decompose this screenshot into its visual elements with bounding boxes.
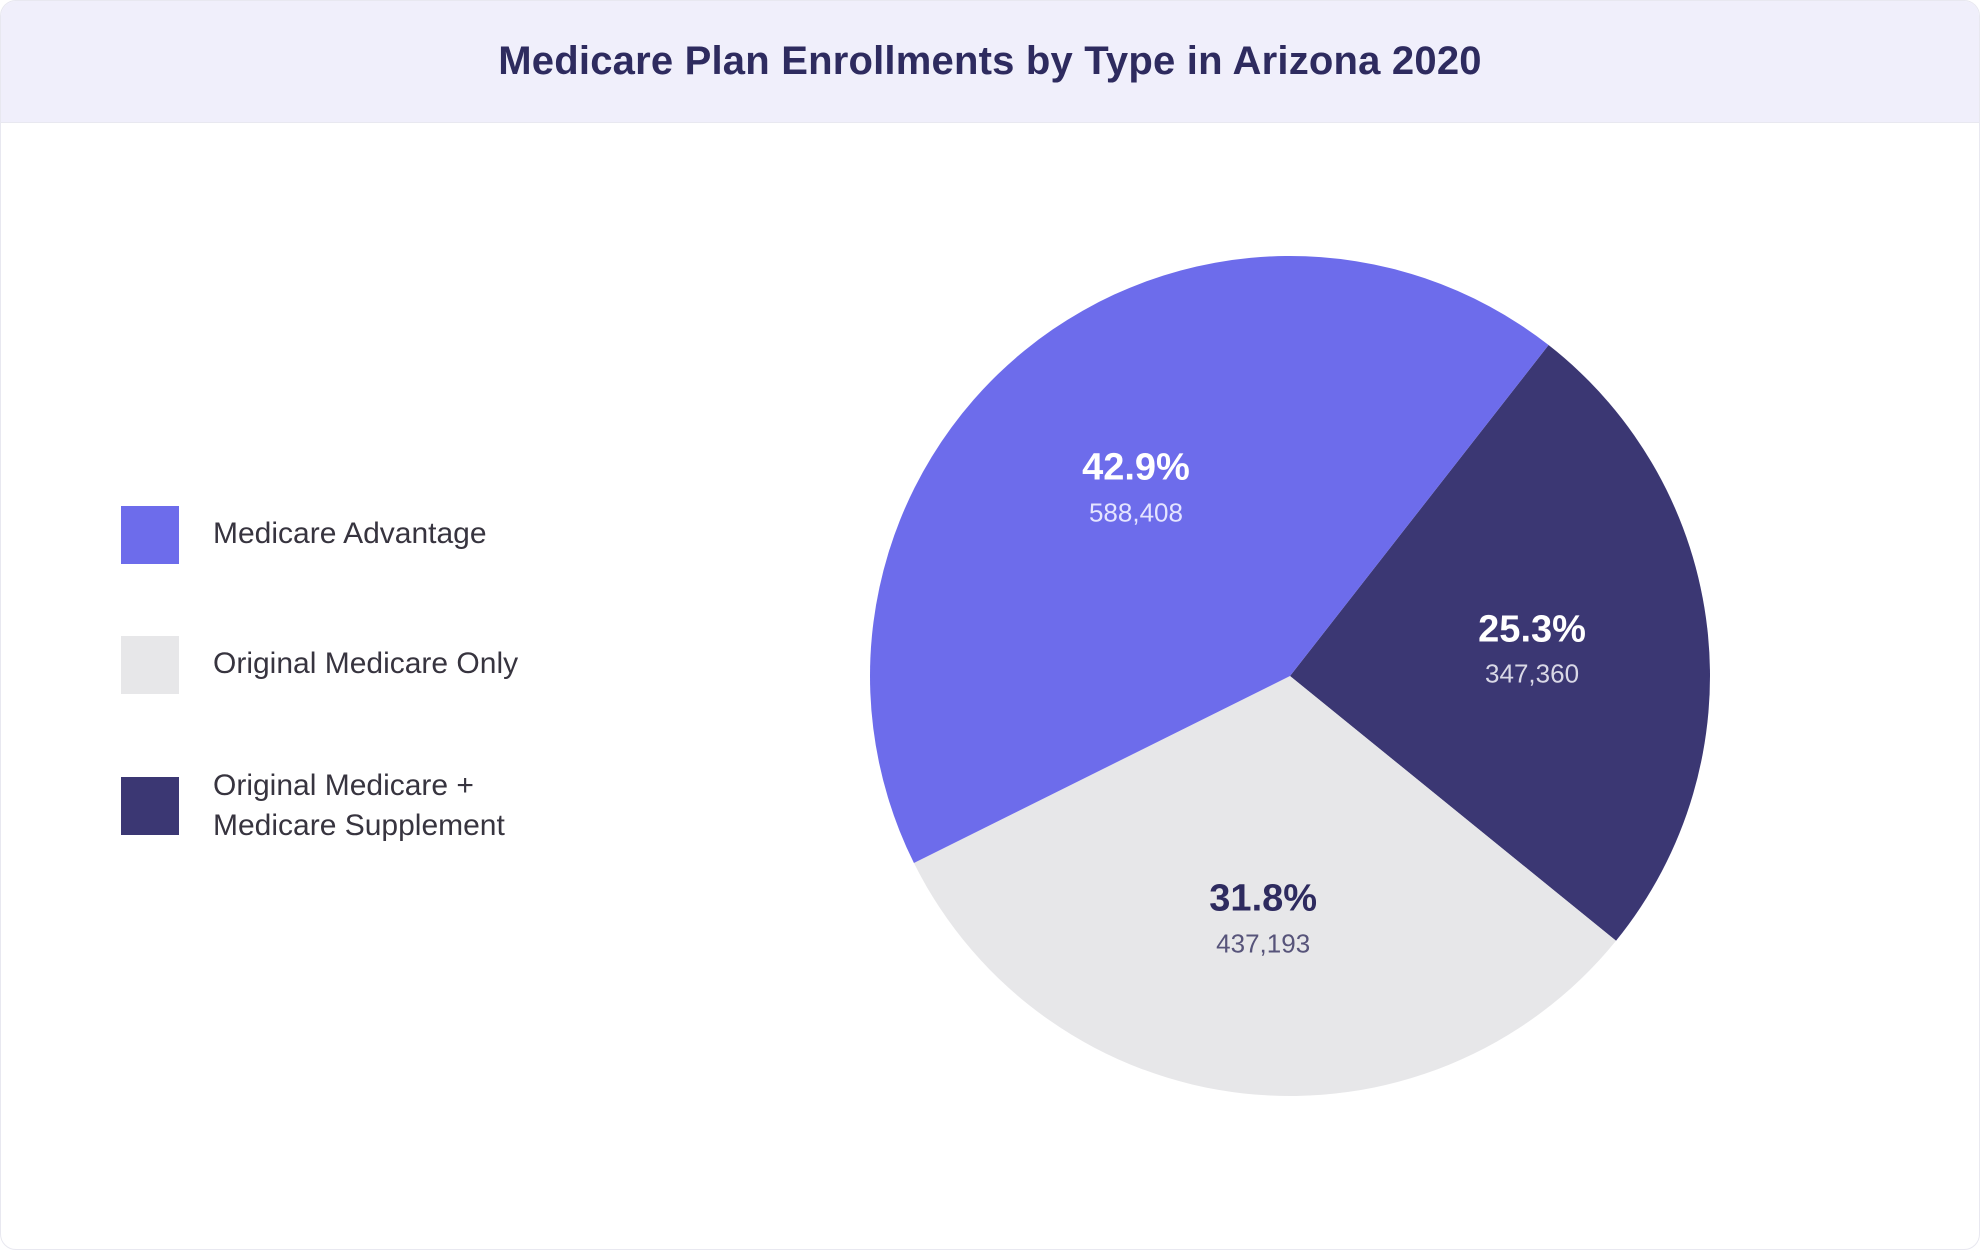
chart-card: Medicare Plan Enrollments by Type in Ari… (0, 0, 1980, 1250)
pie-chart: 25.3%347,36031.8%437,19342.9%588,408 (860, 246, 1720, 1106)
chart-content: Medicare Advantage Original Medicare Only… (1, 123, 1979, 1249)
chart-title: Medicare Plan Enrollments by Type in Ari… (21, 39, 1959, 84)
pie-svg (860, 246, 1720, 1106)
legend-swatch (121, 777, 179, 835)
legend-label: Medicare Advantage (213, 514, 487, 555)
legend: Medicare Advantage Original Medicare Only… (121, 506, 681, 847)
legend-swatch (121, 636, 179, 694)
title-bar: Medicare Plan Enrollments by Type in Ari… (1, 1, 1979, 123)
legend-item-original: Original Medicare Only (121, 636, 681, 694)
legend-item-advantage: Medicare Advantage (121, 506, 681, 564)
legend-label: Original Medicare Only (213, 644, 518, 685)
legend-label: Original Medicare + Medicare Supplement (213, 766, 573, 847)
legend-item-supplement: Original Medicare + Medicare Supplement (121, 766, 681, 847)
legend-swatch (121, 506, 179, 564)
chart-wrap: 25.3%347,36031.8%437,19342.9%588,408 (681, 246, 1899, 1106)
